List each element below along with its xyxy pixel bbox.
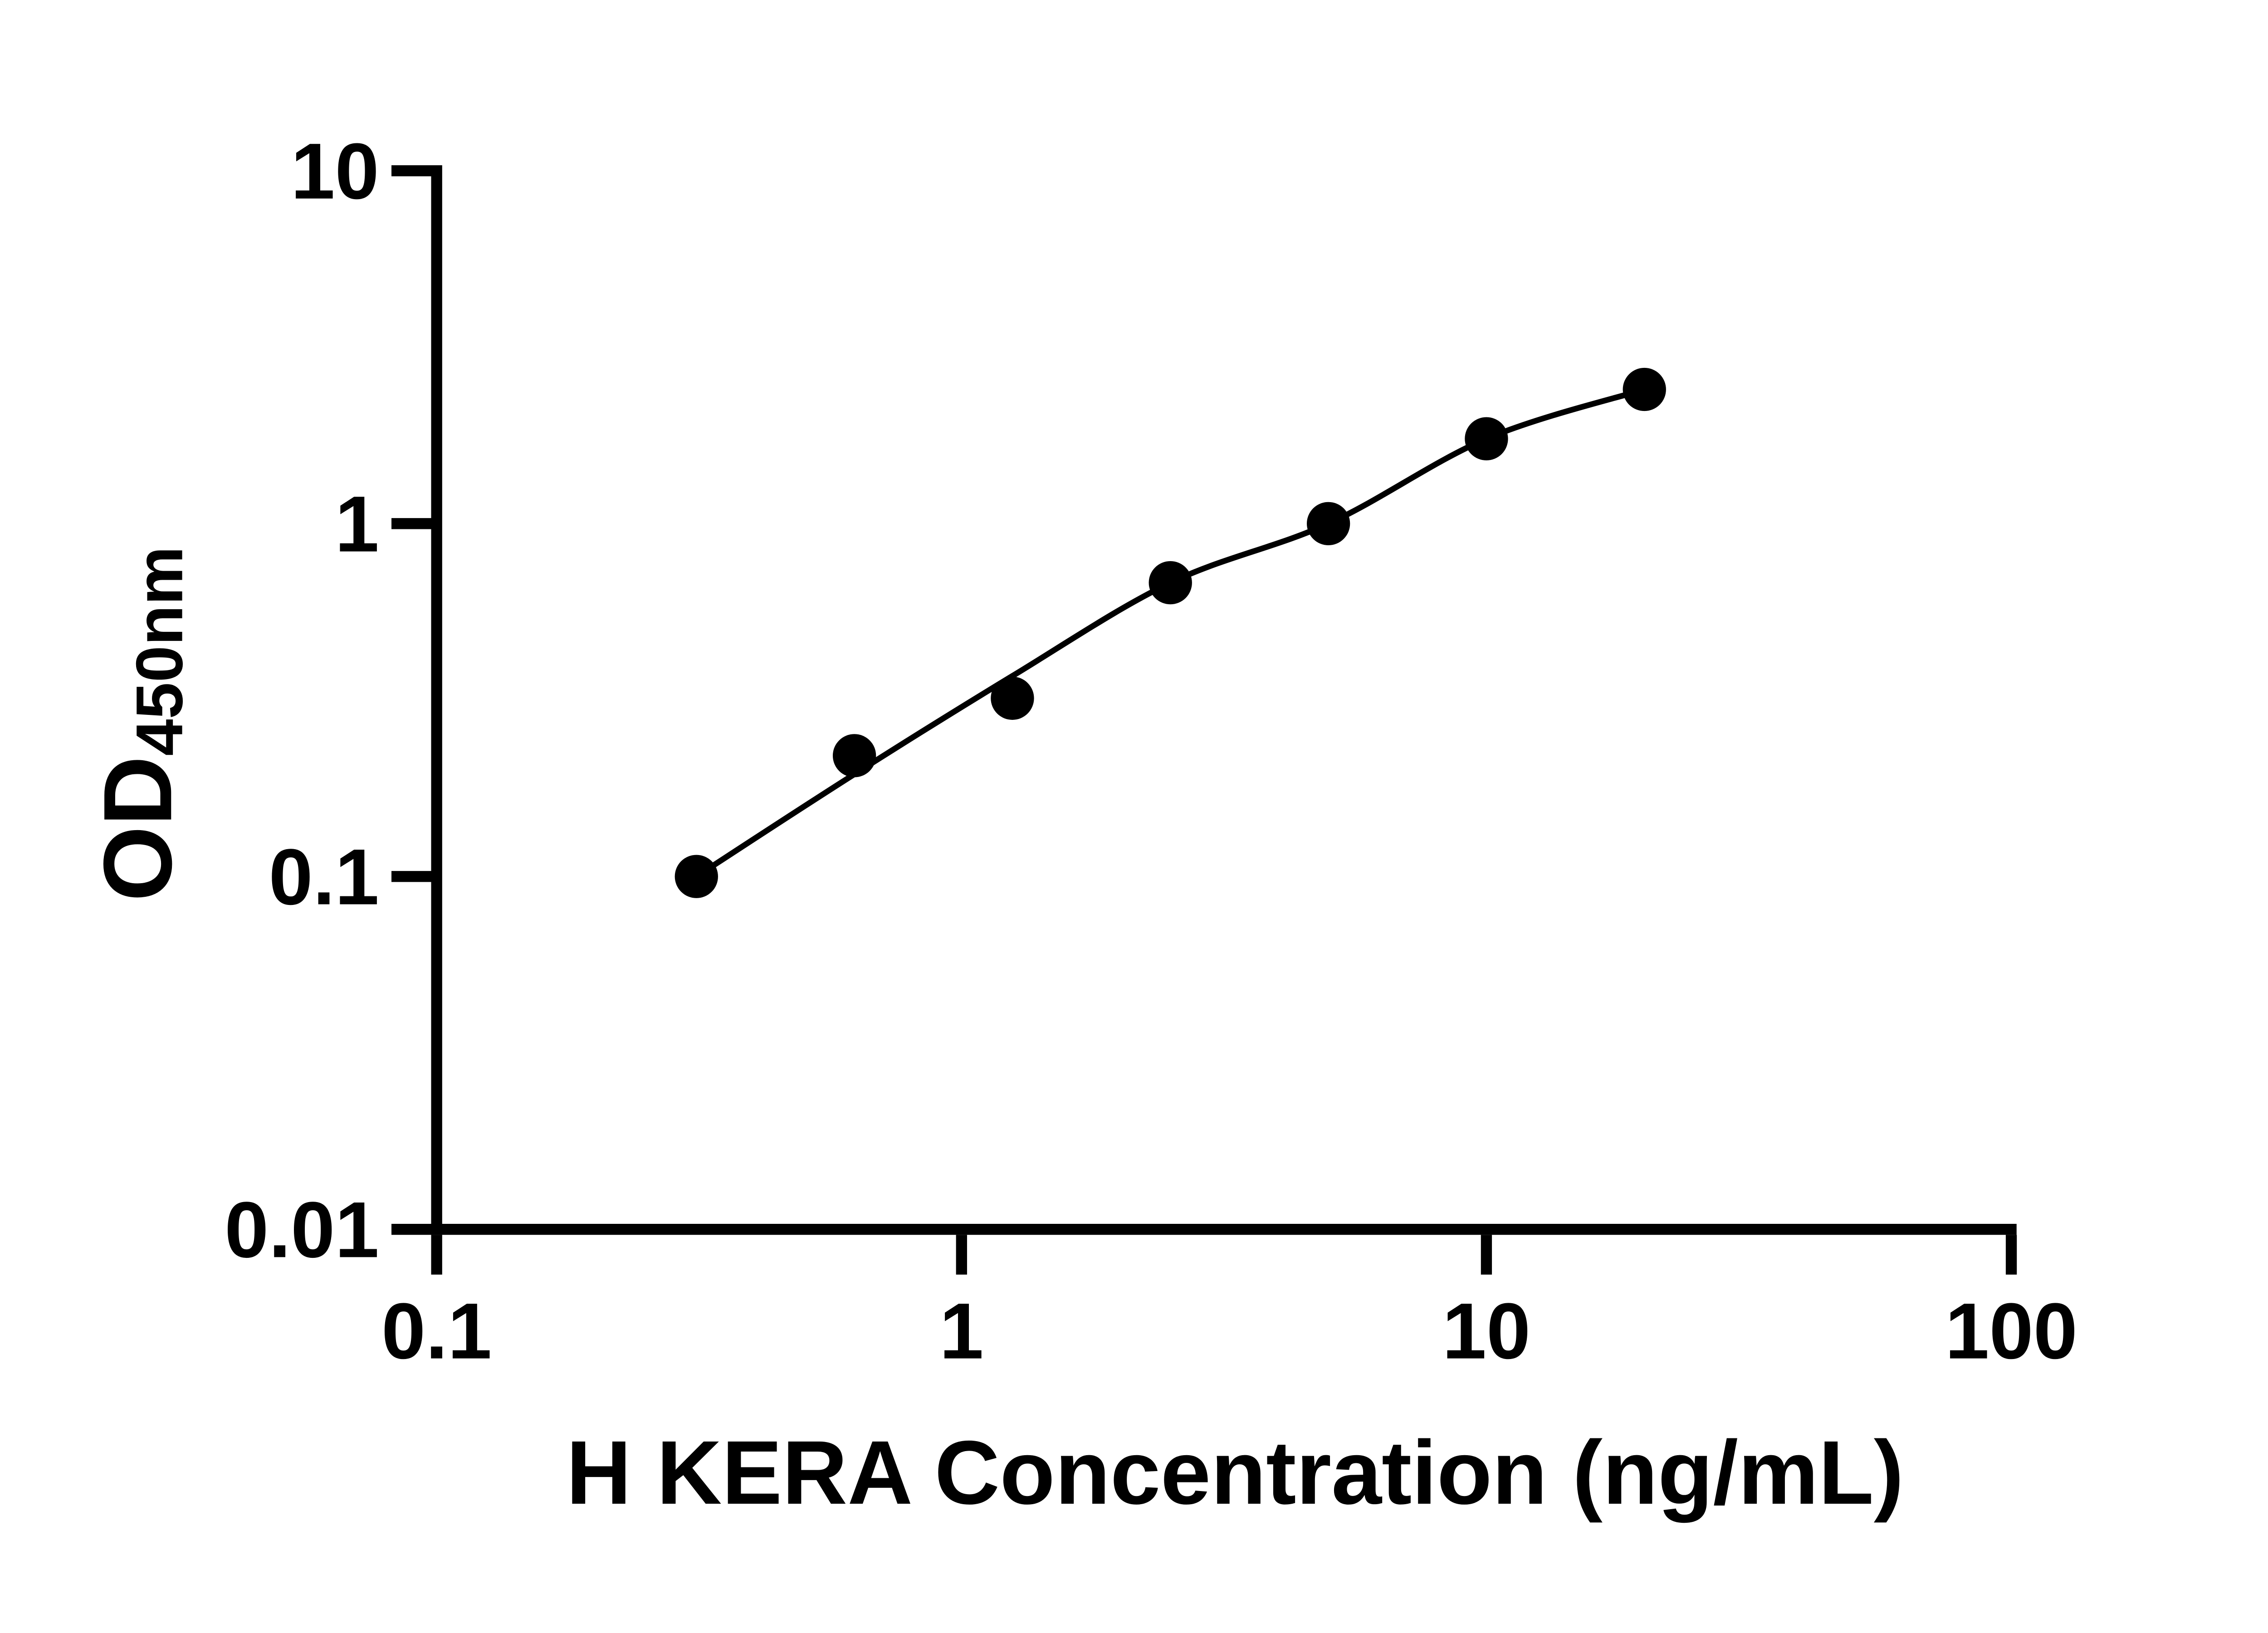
y-tick-label: 0.01 <box>225 1186 379 1274</box>
plot-background <box>0 22 2268 1611</box>
y-axis: 10 1 0.1 0.01 <box>225 127 442 1274</box>
y-axis-title-subscript: 450nm <box>122 546 196 756</box>
data-point-marker <box>675 855 718 898</box>
data-point-marker <box>991 676 1034 720</box>
x-tick-label: 100 <box>1945 1287 2077 1376</box>
y-axis-title-main: OD <box>83 756 192 901</box>
y-tick-label: 10 <box>291 127 379 216</box>
data-points <box>675 367 1666 898</box>
x-axis-title: H KERA Concentration (ng/mL) <box>566 1423 1904 1523</box>
data-point-marker <box>1306 502 1350 545</box>
x-axis: 0.1 1 10 100 <box>381 1223 2077 1376</box>
x-tick-label: 0.1 <box>381 1287 492 1376</box>
y-tick-label: 0.1 <box>269 833 379 922</box>
data-point-marker <box>1623 367 1666 411</box>
x-tick-label: 1 <box>939 1287 983 1376</box>
data-point-marker <box>832 734 876 777</box>
y-tick-label: 1 <box>335 480 379 569</box>
x-tick-label: 10 <box>1442 1287 1531 1376</box>
data-point-marker <box>1149 561 1192 605</box>
data-point-marker <box>1465 417 1508 460</box>
y-axis-title: OD450nm <box>83 546 196 901</box>
